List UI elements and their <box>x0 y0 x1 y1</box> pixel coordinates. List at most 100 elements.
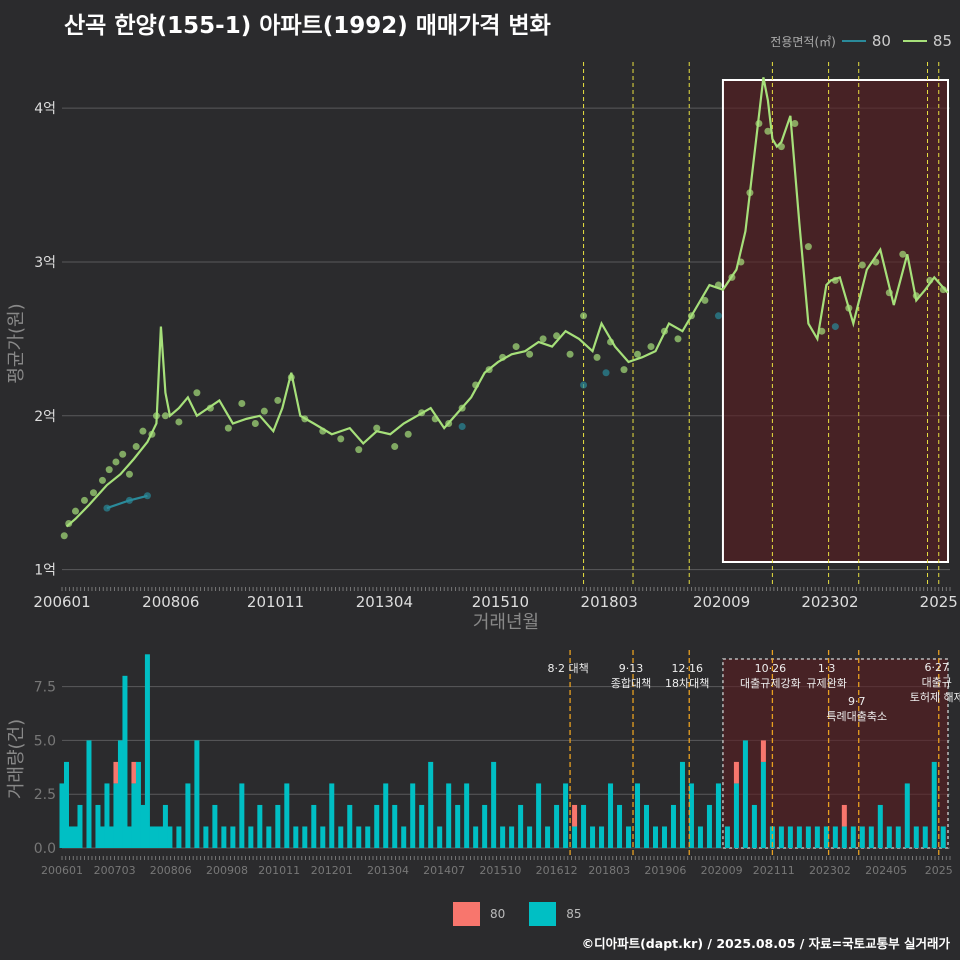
bar-x-tick-label-6: 201304 <box>367 864 409 877</box>
legend-bar-85-swatch <box>529 902 557 926</box>
bar-85-14 <box>131 783 137 848</box>
data-point-85-8 <box>119 450 127 458</box>
bar-85-108 <box>940 826 946 848</box>
data-point-80-1 <box>125 496 133 504</box>
policy-annotation-4: 1·3 규제완화 <box>806 662 846 690</box>
bar-85-27 <box>212 804 218 848</box>
bar-85-30 <box>239 783 245 848</box>
legend-top: 전용면적(㎡) 80 85 <box>770 32 952 50</box>
data-point-80-6 <box>714 312 722 320</box>
bar-85-5 <box>86 740 92 848</box>
bar-85-47 <box>392 804 398 848</box>
data-point-85-26 <box>337 435 345 443</box>
bar-x-tick-label-3: 200908 <box>206 864 248 877</box>
bar-85-100 <box>868 826 874 848</box>
data-point-85-37 <box>499 353 507 361</box>
bar-85-72 <box>617 804 623 848</box>
bar-85-60 <box>509 826 515 848</box>
bar-85-20 <box>158 826 164 848</box>
bar-x-tick-label-4: 201011 <box>258 864 300 877</box>
data-point-85-23 <box>287 373 295 381</box>
data-point-85-67 <box>885 289 893 297</box>
bar-85-34 <box>275 804 281 848</box>
bar-80-67 <box>572 804 578 827</box>
data-point-85-0 <box>60 532 68 540</box>
bar-y-tick-label-2: 5.0 <box>34 733 56 749</box>
bar-85-102 <box>886 826 892 848</box>
bar-85-83 <box>715 783 721 848</box>
bar-85-75 <box>644 804 650 848</box>
bar-85-39 <box>320 826 326 848</box>
bar-x-tick-label-0: 200601 <box>41 864 83 877</box>
bar-y-tick-label-1: 2.5 <box>34 787 56 803</box>
bar-85-1 <box>63 761 69 848</box>
bar-85-26 <box>203 826 209 848</box>
data-point-85-4 <box>89 489 97 497</box>
x-tick-label-6: 202009 <box>693 593 750 611</box>
bar-80-97 <box>841 804 847 827</box>
y-tick-label-2: 3억 <box>34 255 56 271</box>
bar-85-66 <box>563 783 569 848</box>
bar-85-94 <box>814 826 820 848</box>
data-point-85-17 <box>206 404 214 412</box>
data-point-85-36 <box>485 366 493 374</box>
data-point-85-5 <box>98 476 106 484</box>
bar-x-tick-label-15: 202405 <box>865 864 907 877</box>
bar-85-76 <box>652 826 658 848</box>
data-point-85-63 <box>831 276 839 284</box>
bar-85-21 <box>162 804 168 848</box>
legend-bottom: 80 85 <box>453 902 582 926</box>
bar-85-71 <box>608 783 614 848</box>
bar-x-tick-label-13: 202111 <box>753 864 795 877</box>
legend-85-swatch <box>902 40 927 42</box>
x-tick-label-5: 201803 <box>581 593 638 611</box>
data-point-85-56 <box>746 189 754 197</box>
data-point-85-61 <box>804 243 812 251</box>
bar-85-25 <box>194 740 200 848</box>
bar-85-73 <box>626 826 632 848</box>
bar-85-22 <box>167 826 173 848</box>
bar-x-tick-label-11: 201906 <box>644 864 686 877</box>
data-point-85-11 <box>139 427 147 435</box>
bar-85-98 <box>850 826 856 848</box>
bar-85-29 <box>230 826 236 848</box>
bar-85-7 <box>99 826 105 848</box>
bar-x-tick-label-5: 201201 <box>311 864 353 877</box>
bar-85-85 <box>733 783 739 848</box>
bar-85-103 <box>895 826 901 848</box>
bar-85-40 <box>329 783 335 848</box>
bar-85-63 <box>536 783 542 848</box>
data-point-85-35 <box>472 381 480 389</box>
bar-85-8 <box>104 783 110 848</box>
data-point-85-25 <box>319 427 327 435</box>
bar-85-12 <box>122 675 128 848</box>
policy-annotation-2: 12·16 18차대책 <box>665 662 709 690</box>
data-point-85-9 <box>125 470 133 478</box>
bar-85-48 <box>401 826 407 848</box>
data-point-80-0 <box>103 504 111 512</box>
bar-85-56 <box>473 826 479 848</box>
data-point-85-30 <box>404 430 412 438</box>
bar-85-46 <box>383 783 389 848</box>
x-tick-label-3: 201304 <box>356 593 413 611</box>
data-point-85-51 <box>687 312 695 320</box>
bar-85-87 <box>751 804 757 848</box>
bar-85-23 <box>176 826 182 848</box>
data-point-85-60 <box>791 120 799 128</box>
bar-85-92 <box>796 826 802 848</box>
legend-bar-80-swatch <box>453 902 480 926</box>
bar-85-78 <box>670 804 676 848</box>
data-point-80-3 <box>458 423 466 431</box>
bar-85-31 <box>248 826 254 848</box>
bar-85-70 <box>599 826 605 848</box>
bar-x-tick-label-12: 202009 <box>701 864 743 877</box>
bar-85-107 <box>931 761 937 848</box>
bar-85-4 <box>77 804 83 848</box>
bar-85-53 <box>446 783 452 848</box>
bar-85-17 <box>144 654 150 848</box>
data-point-85-19 <box>238 399 246 407</box>
legend-bar-80-label: 80 <box>490 907 506 921</box>
bar-85-97 <box>841 826 847 848</box>
bar-85-33 <box>266 826 272 848</box>
data-point-85-55 <box>737 258 745 266</box>
